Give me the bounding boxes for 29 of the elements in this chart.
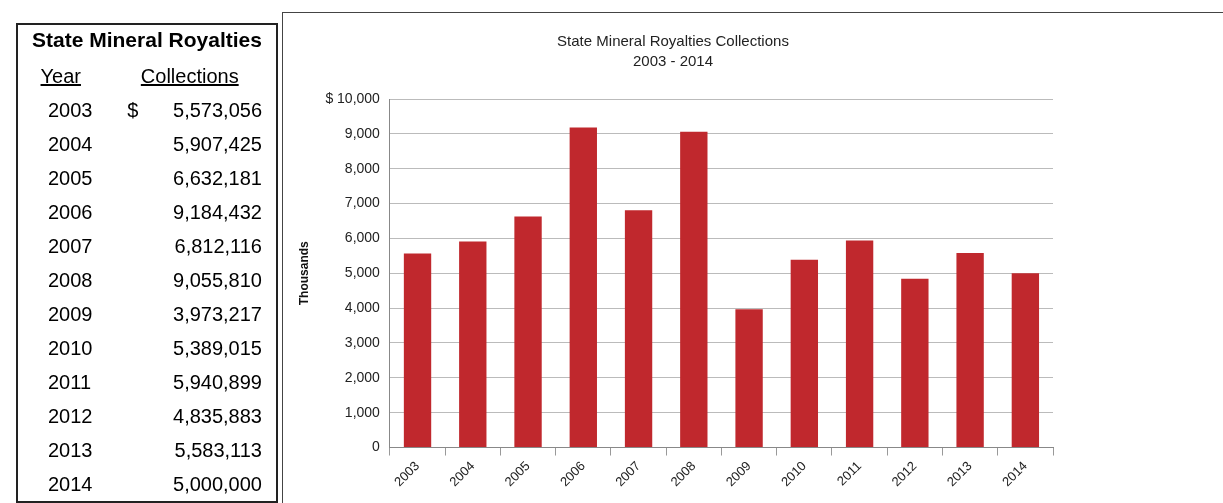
category-label: 2010 5,389,015 — [48, 336, 262, 359]
category-label: 2014 5,000,000 — [48, 472, 262, 495]
y-tick-label: 5,000 — [344, 264, 381, 281]
category-label: 2007 6,812,116 — [48, 234, 262, 257]
category-label: 2004 5,907,425 — [48, 132, 262, 155]
text: Collections — [139, 63, 240, 89]
category-label: 2006 9,184,432 — [48, 200, 262, 223]
category-label: 2008 9,055,810 — [48, 268, 262, 291]
y-tick-label: 9,000 — [344, 124, 381, 141]
chart-title: State Mineral Royalties Collections — [557, 32, 789, 50]
y-tick-label: 3,000 — [344, 333, 381, 350]
category-label: 2012 4,835,883 — [48, 404, 262, 427]
category-label: 2009 3,973,217 — [48, 302, 262, 325]
chart-subtitle: 2003 - 2014 — [632, 52, 714, 70]
text: Year — [39, 63, 82, 89]
y-tick-label: 1,000 — [344, 403, 381, 420]
category-label: 2013 5,583,113 — [48, 438, 262, 461]
y-axis-title: Thousands — [296, 240, 311, 306]
y-tick-label: 6,000 — [344, 229, 381, 246]
y-tick-label: 0 — [372, 438, 381, 455]
y-tick-label: $ 10,000 — [325, 89, 381, 106]
y-tick-label: 8,000 — [344, 159, 381, 176]
category-label: 2005 6,632,181 — [48, 166, 262, 189]
y-tick-label: 2,000 — [344, 368, 381, 385]
category-label: 2003 $ 5,573,056 — [48, 98, 262, 121]
text: State Mineral Royalties — [31, 27, 263, 53]
y-tick-label: 7,000 — [344, 194, 381, 211]
y-tick-label: 4,000 — [344, 298, 381, 315]
category-label: 2011 5,940,899 — [48, 370, 262, 393]
